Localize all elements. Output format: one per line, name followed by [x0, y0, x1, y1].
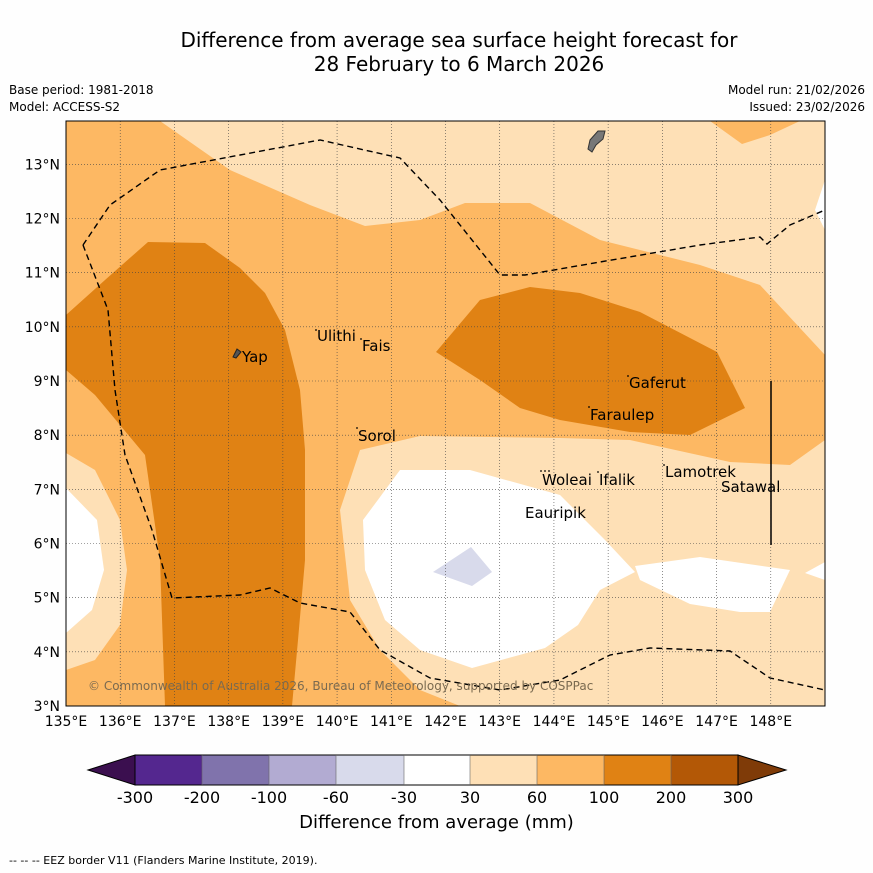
latitude-labels: 13°N 12°N 11°N 10°N 9°N 8°N 7°N 6°N 5°N 4°N 3°N	[25, 157, 60, 715]
colorbar-seg-6	[470, 755, 537, 785]
lon-label: 140°E	[316, 714, 359, 730]
place-ifalik: Ifalik	[599, 471, 635, 489]
neutral-far-east-bottom	[805, 562, 825, 580]
lat-label: 7°N	[34, 482, 60, 498]
lon-label: 138°E	[207, 714, 250, 730]
colorbar	[86, 754, 788, 786]
meta-right: Model run: 21/02/2026 Issued: 23/02/2026	[728, 82, 865, 116]
lat-label: 13°N	[25, 157, 60, 173]
lon-label: 141°E	[370, 714, 413, 730]
place-labels: Yap Ulithi Fais Sorol Gaferut Faraulep W…	[241, 327, 780, 522]
colorbar-tick-label: -100	[250, 788, 288, 807]
band-100-200-west	[66, 242, 305, 706]
colorbar-seg-5	[404, 755, 470, 785]
lat-label: 8°N	[34, 428, 60, 444]
eez-border-west	[82, 244, 826, 691]
guam-island	[587, 130, 606, 153]
place-yap: Yap	[241, 348, 268, 366]
neutral-central	[363, 470, 635, 668]
neutral-east	[635, 557, 790, 612]
band-60-100-north-east	[710, 121, 800, 144]
colorbar-seg-8	[604, 755, 671, 785]
lon-label: 136°E	[99, 714, 142, 730]
lon-label: 148°E	[749, 714, 792, 730]
place-gaferut: Gaferut	[629, 374, 686, 392]
colorbar-tick-label: 300	[722, 788, 754, 807]
lat-label: 9°N	[34, 374, 60, 390]
colorbar-tick-label: -300	[116, 788, 154, 807]
lat-label: 10°N	[25, 320, 60, 336]
place-ulithi: Ulithi	[317, 327, 356, 345]
colorbar-tick-label: 30	[459, 788, 481, 807]
colorbar-seg-1	[135, 755, 202, 785]
lon-label: 143°E	[478, 714, 521, 730]
neutral-far-east-top	[815, 180, 825, 230]
colorbar-seg-2	[202, 755, 269, 785]
lon-label: 139°E	[262, 714, 305, 730]
base-period: Base period: 1981-2018	[9, 83, 154, 97]
title-line-2: 28 February to 6 March 2026	[313, 52, 605, 76]
colorbar-extend-high	[737, 754, 788, 786]
colorbar-extend-low	[86, 754, 136, 786]
island-dots	[315, 329, 665, 473]
colorbar-dividers	[201, 755, 672, 785]
lon-label: 145°E	[587, 714, 630, 730]
longitude-labels: 135°E 136°E 137°E 138°E 139°E 140°E 141°E 142°E…	[45, 714, 792, 730]
colorbar-frame	[134, 754, 739, 786]
lon-label: 144°E	[533, 714, 576, 730]
neutral-west	[66, 488, 104, 633]
lat-label: 3°N	[34, 699, 60, 715]
lat-label: 6°N	[34, 537, 60, 553]
eez-legend-note: -- -- -- EEZ border V11 (Flanders Marine…	[9, 854, 318, 867]
lat-label: 4°N	[34, 645, 60, 661]
lon-label: 146°E	[641, 714, 684, 730]
place-satawal: Satawal	[721, 478, 780, 496]
model-run: Model run: 21/02/2026	[727, 83, 865, 97]
lat-label: 5°N	[34, 591, 60, 607]
title-line-1: Difference from average sea surface heig…	[180, 28, 738, 52]
place-faraulep: Faraulep	[590, 406, 654, 424]
meta-left: Base period: 1981-2018 Model: ACCESS-S2	[9, 82, 154, 116]
model-name: Model: ACCESS-S2	[9, 100, 121, 114]
band-100-200-east	[436, 287, 745, 435]
chart-title: Difference from average sea surface heig…	[0, 28, 873, 76]
eez-borders	[82, 139, 826, 691]
colorbar-tick-label: -60	[322, 788, 350, 807]
place-sorol: Sorol	[358, 427, 396, 445]
colorbar-title: Difference from average (mm)	[299, 812, 574, 833]
colorbar-seg-4	[336, 755, 404, 785]
place-fais: Fais	[362, 337, 391, 355]
plot-frame	[65, 120, 826, 707]
lon-label: 137°E	[153, 714, 196, 730]
colorbar-seg-3	[269, 755, 336, 785]
place-lamotrek: Lamotrek	[665, 463, 736, 481]
lon-label: 147°E	[695, 714, 738, 730]
lat-label: 12°N	[25, 212, 60, 228]
colorbar-tick-label: 100	[588, 788, 620, 807]
colorbar-tick-label: -200	[183, 788, 221, 807]
lon-label: 135°E	[45, 714, 88, 730]
colorbar-tick-label: 60	[526, 788, 548, 807]
place-eauripik: Eauripik	[525, 504, 586, 522]
yap-island	[232, 348, 242, 359]
colorbar-tick-label: 200	[655, 788, 687, 807]
band-minus60-minus30	[433, 547, 492, 586]
colorbar-seg-7	[537, 755, 604, 785]
lon-label: 142°E	[424, 714, 467, 730]
place-woleai: Woleai	[542, 471, 592, 489]
watermark: © Commonwealth of Australia 2026, Bureau…	[88, 679, 593, 693]
issued-date: Issued: 23/02/2026	[749, 100, 865, 114]
colorbar-tick-label: -30	[390, 788, 418, 807]
lat-label: 11°N	[25, 266, 60, 282]
colorbar-seg-9	[671, 755, 738, 785]
